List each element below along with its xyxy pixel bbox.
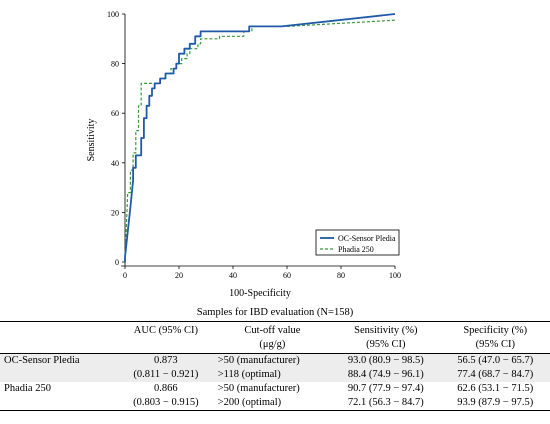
legend-box bbox=[315, 229, 400, 256]
table-caption: Samples for IBD evaluation (N=158) bbox=[0, 305, 550, 322]
legend: OC-Sensor Pledia Phadia 250 bbox=[315, 229, 400, 256]
group-name-empty bbox=[0, 396, 118, 411]
specificity-value: 77.4 (68.7 − 84.7) bbox=[457, 369, 534, 380]
table-caption-row: Samples for IBD evaluation (N=158) bbox=[0, 305, 550, 322]
header-sens-line1: Sensitivity (%) bbox=[354, 325, 418, 336]
roc-chart: 0 20 40 60 80 100 0 20 40 60 80 100 Sensitivity 100… bbox=[86, 10, 401, 299]
legend-label-phadia: Phadia 250 bbox=[338, 245, 374, 254]
y-tick-label: 20 bbox=[111, 208, 119, 217]
auc-ci: (0.811 − 0.921) bbox=[133, 369, 199, 380]
header-sens-line2: (95% CI) bbox=[366, 339, 406, 350]
header-auc: AUC (95% CI) bbox=[118, 321, 214, 354]
x-tick-label: 80 bbox=[337, 271, 345, 280]
y-tick-label: 100 bbox=[107, 10, 119, 19]
x-tick-label: 40 bbox=[229, 271, 237, 280]
sensitivity-value: 72.1 (56.3 − 84.7) bbox=[331, 396, 441, 411]
header-empty bbox=[0, 321, 118, 354]
table-row: (0.803 − 0.915) >200 (optimal) 72.1 (56.… bbox=[0, 396, 550, 411]
header-cutoff-line1: Cut-off value bbox=[244, 325, 301, 336]
auc-ci: (0.803 − 0.915) bbox=[118, 396, 214, 411]
y-tick-label: 60 bbox=[111, 109, 119, 118]
cutoff-value: >50 (manufacturer) bbox=[217, 383, 300, 394]
x-tick-label: 100 bbox=[389, 271, 401, 280]
series-line-oc-sensor-pledia bbox=[124, 13, 396, 262]
x-axis-title: 100-Specificity bbox=[229, 288, 291, 299]
table-row: Phadia 250 0.866 >50 (manufacturer) 90.7… bbox=[0, 382, 550, 396]
header-specificity: Specificity (%) (95% CI) bbox=[440, 321, 550, 354]
group-name-phadia: Phadia 250 bbox=[4, 383, 51, 394]
header-cutoff: Cut-off value (μg/g) bbox=[213, 321, 332, 354]
sensitivity-value: 88.4 (74.9 − 96.1) bbox=[347, 369, 424, 380]
legend-label-oc-sensor: OC-Sensor Pledia bbox=[338, 234, 396, 243]
series-layer bbox=[124, 13, 396, 263]
cutoff-value: >50 (manufacturer) bbox=[217, 355, 300, 366]
auc-value: 0.866 bbox=[154, 383, 178, 394]
axes: 0 20 40 60 80 100 0 20 40 60 80 100 bbox=[107, 10, 401, 280]
header-cutoff-line2: (μg/g) bbox=[259, 339, 286, 350]
y-tick-label: 80 bbox=[111, 60, 119, 69]
specificity-value: 93.9 (87.9 − 97.5) bbox=[440, 396, 550, 411]
specificity-value: 62.6 (53.1 − 71.5) bbox=[457, 383, 534, 394]
y-tick-label: 40 bbox=[111, 159, 119, 168]
table-row: (0.811 − 0.921) >118 (optimal) 88.4 (74.… bbox=[0, 368, 550, 382]
specificity-value: 56.5 (47.0 − 65.7) bbox=[457, 355, 534, 366]
sensitivity-value: 93.0 (80.9 − 98.5) bbox=[347, 355, 424, 366]
header-sensitivity: Sensitivity (%) (95% CI) bbox=[331, 321, 441, 354]
table-header-row: AUC (95% CI) Cut-off value (μg/g) Sensiti… bbox=[0, 321, 550, 354]
series-line-phadia-250 bbox=[124, 19, 396, 263]
group-name-empty bbox=[0, 368, 118, 382]
table-row: OC-Sensor Pledia 0.873 >50 (manufacturer… bbox=[0, 353, 550, 368]
results-table: Samples for IBD evaluation (N=158) AUC (… bbox=[0, 305, 550, 411]
group-name-oc-sensor: OC-Sensor Pledia bbox=[4, 355, 80, 366]
y-tick-label: 0 bbox=[115, 258, 119, 267]
y-axis-title: Sensitivity bbox=[86, 119, 97, 162]
x-tick-label: 0 bbox=[123, 271, 127, 280]
x-tick-label: 60 bbox=[283, 271, 291, 280]
header-spec-line1: Specificity (%) bbox=[463, 325, 528, 336]
cutoff-value: >200 (optimal) bbox=[213, 396, 332, 411]
header-spec-line2: (95% CI) bbox=[475, 339, 515, 350]
sensitivity-value: 90.7 (77.9 − 97.4) bbox=[347, 383, 424, 394]
cutoff-value: >118 (optimal) bbox=[217, 369, 281, 380]
x-tick-label: 20 bbox=[175, 271, 183, 280]
auc-value: 0.873 bbox=[154, 355, 178, 366]
